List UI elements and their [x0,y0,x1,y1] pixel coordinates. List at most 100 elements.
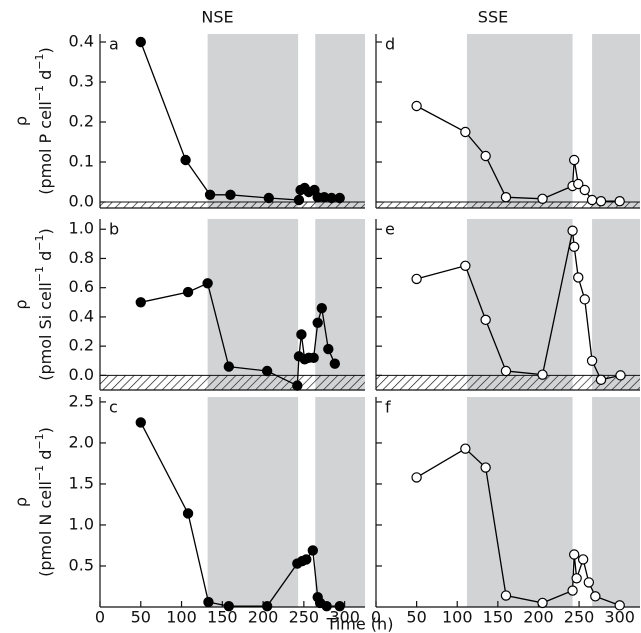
data-point [590,591,601,602]
data-point [296,329,307,340]
shaded-span [315,397,365,607]
data-point [460,443,471,454]
shaded-span [207,219,299,390]
data-point [460,126,471,138]
data-point [261,600,273,612]
data-point [579,184,590,196]
panel-title: SSE [478,8,508,27]
superscript: −1 [33,53,46,69]
x-tick-label: 250 [289,608,320,627]
y-label-part: (pmol Si cell [36,282,55,381]
panel-label: c [109,398,118,417]
data-point [480,314,491,326]
panel-label: a [109,35,119,54]
x-tick-label: 0 [95,608,105,627]
shaded-span [207,397,299,607]
negative-hatch [376,202,640,208]
x-tick-label: 100 [442,608,473,627]
y-tick-label: 0.5 [69,555,94,574]
data-point [292,380,303,391]
y-label-part: ) [36,47,55,53]
y-label-part: ) [36,228,55,234]
superscript: −1 [33,465,46,481]
y-tick-label: 0.2 [69,112,94,131]
y-tick-label: 0.1 [69,152,94,171]
y-tick-label: 0.0 [69,192,94,211]
data-point [307,545,319,556]
data-point [595,195,607,207]
x-tick-label: 250 [564,608,595,627]
y-label-symbol: ρ [12,116,31,126]
data-point [537,369,548,380]
y-label-part: d [36,70,55,85]
data-point [579,294,590,305]
y-label-unit: (pmol Si cell−1 d−1) [33,228,55,380]
data-point [569,549,580,560]
data-point [569,241,580,252]
x-tick-label: 100 [166,608,197,627]
negative-hatch [100,202,365,208]
data-point [614,600,625,611]
panel-title: NSE [201,8,233,27]
data-point [180,154,191,166]
y-tick-label: 1.0 [69,219,94,238]
data-point [182,508,194,519]
y-tick-label: 0.6 [69,277,94,296]
y-tick-label: 0.2 [69,336,94,355]
superscript: −1 [33,85,46,101]
data-point [225,189,236,200]
data-point [595,374,607,385]
data-point [460,260,471,271]
y-tick-label: 2.0 [69,432,94,451]
data-point [500,365,512,377]
x-tick-label: 150 [483,608,514,627]
y-label-symbol: ρ [12,497,31,507]
data-point [321,600,332,612]
y-tick-label: 0.4 [69,32,94,51]
shaded-span [466,397,573,607]
data-point [316,302,327,314]
shaded-span [466,219,573,390]
y-label-part: (pmol N cell [36,481,55,577]
y-tick-label: 2.5 [69,391,94,410]
data-point [573,178,584,190]
data-point [293,194,305,206]
shaded-span [592,397,640,607]
y-tick-label: 0.8 [69,248,94,267]
shaded-span [592,34,640,208]
superscript: −1 [33,235,46,251]
data-point [204,189,216,200]
data-point [500,590,512,601]
y-label-unit: (pmol N cell−1 d−1) [33,427,55,577]
data-point [263,192,274,204]
data-point [571,573,582,584]
x-tick-label: 50 [131,608,151,627]
superscript: −1 [33,433,46,449]
data-point [537,193,548,204]
data-point [500,191,512,203]
data-point [586,355,598,366]
y-label-part: ) [36,427,55,433]
data-point [480,462,491,473]
data-point [135,297,146,308]
panel-label: d [385,35,395,54]
superscript: −1 [33,266,46,282]
y-label-part: d [36,251,55,266]
data-point [577,554,589,565]
data-point [182,286,194,298]
data-point [615,370,626,381]
data-point [573,272,584,283]
y-tick-label: 0.4 [69,306,94,325]
shaded-span [592,219,640,390]
data-point [569,154,580,166]
data-point [334,192,345,204]
data-point [308,352,319,364]
y-tick-label: 0.3 [69,72,94,91]
shaded-span [315,34,365,208]
shaded-span [466,34,573,208]
data-point [583,577,595,588]
x-tick-label: 200 [248,608,279,627]
data-point [135,417,146,428]
y-tick-label: 0.0 [69,365,94,384]
data-point [301,554,312,565]
